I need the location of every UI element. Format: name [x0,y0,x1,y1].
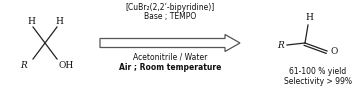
Text: [CuBr₂(2,2’-bipyridine)]: [CuBr₂(2,2’-bipyridine)] [125,4,215,12]
Text: OH: OH [58,61,74,69]
Text: Air ; Room temperature: Air ; Room temperature [119,64,221,73]
Text: H: H [305,13,313,23]
Text: Base ; TEMPO: Base ; TEMPO [144,12,196,21]
Text: Selectivity > 99%: Selectivity > 99% [284,77,352,85]
Text: H: H [27,16,35,25]
Text: H: H [55,16,63,25]
Text: R: R [21,61,27,69]
Polygon shape [100,35,240,52]
Text: Acetonitrile / Water: Acetonitrile / Water [133,53,207,61]
Text: R: R [278,40,284,49]
Text: O: O [330,48,338,57]
Text: 61-100 % yield: 61-100 % yield [289,66,347,76]
